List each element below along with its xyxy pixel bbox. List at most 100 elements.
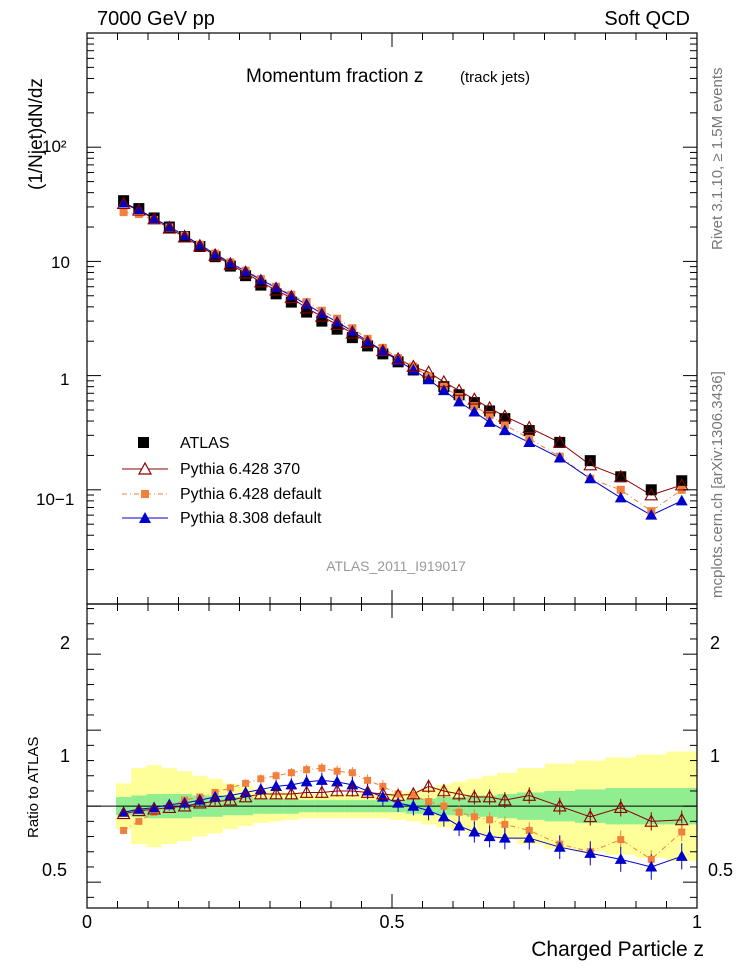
legend: ATLAS Pythia 6.428 370 Pythia 6.428 defa… — [122, 435, 322, 527]
ratio-p6-370-point — [208, 794, 223, 807]
p8-default-point — [437, 384, 450, 396]
p6-370-point — [177, 230, 192, 243]
ratio-p6-default-point — [470, 813, 478, 821]
ratio-p6-370-point — [552, 799, 567, 812]
legend-marker-p6-370 — [137, 461, 153, 475]
ratio-p8-default-point — [483, 830, 496, 842]
ratio-p6-370-point — [330, 783, 345, 797]
ratio-p6-default-point — [364, 776, 372, 784]
p6-370-point — [360, 335, 375, 348]
ratio-p6-370-point — [375, 786, 390, 800]
ratio-p6-370-point — [583, 809, 598, 823]
ratio-y-axis-label: Ratio to ATLAS — [25, 737, 42, 838]
p6-370-point — [238, 265, 253, 279]
main-y-tick-label-2: 10 — [51, 253, 70, 272]
p6-370-point — [613, 469, 628, 483]
ratio-plot-area — [87, 751, 697, 880]
p6-370-point — [299, 300, 314, 314]
p6-370-point — [452, 383, 467, 396]
ratio-p8-default-point — [315, 774, 328, 785]
main-y-axis-label: (1/Njet)dN/dz — [26, 78, 47, 190]
atlas-point — [554, 436, 566, 448]
p6-370-point — [269, 283, 284, 296]
ratio-y-tick-label-left-1: 1 — [60, 746, 70, 766]
p6-default-point — [485, 411, 494, 420]
p6-370-point — [406, 359, 421, 372]
ratio-p6-default-point — [303, 766, 311, 774]
p6-370-point — [644, 487, 659, 501]
p6-370-point — [284, 290, 299, 304]
ratio-p8-default-point — [422, 804, 435, 816]
p8-default-point — [392, 354, 405, 366]
ratio-p6-default-point — [440, 802, 448, 810]
ratio-p8-default-point — [453, 819, 466, 831]
ratio-p8-default-point — [584, 847, 597, 858]
p8-default-point — [584, 472, 597, 484]
p8-default-point — [675, 494, 688, 506]
legend-marker-atlas — [138, 437, 149, 448]
p8-default-point — [483, 416, 496, 427]
x-axis-label: Charged Particle z — [531, 938, 704, 961]
main-subtitle: (track jets) — [460, 69, 530, 86]
atlas-point — [584, 455, 596, 467]
process-label: Soft QCD — [604, 8, 690, 30]
ratio-p6-370-point — [421, 779, 436, 792]
legend-label-p6-370: Pythia 6.428 370 — [180, 461, 300, 478]
ratio-x-ticks — [86, 604, 698, 908]
atlas-point — [270, 288, 282, 300]
ratio-p6-370-point — [238, 789, 253, 803]
x-tick-label-2: 1 — [692, 912, 702, 932]
atlas-point — [301, 306, 313, 318]
ratio-p8-default-point — [523, 831, 536, 843]
p6-370-point — [192, 239, 207, 252]
ratio-p6-370-point — [269, 786, 284, 800]
ratio-p8-default-point — [407, 800, 420, 811]
main-plot-area — [116, 195, 689, 520]
ratio-p6-370-point — [299, 785, 314, 798]
ratio-y-tick-label-left-2: 2 — [60, 633, 70, 653]
atlas-point — [499, 413, 511, 425]
ratio-p6-370-point — [223, 792, 238, 806]
atlas-point — [484, 405, 496, 417]
ratio-p6-370-point — [116, 806, 131, 820]
ratio-p6-370-point — [644, 814, 659, 827]
ratio-y-tick-label-left-0: 0.5 — [42, 860, 67, 880]
ratio-p6-default-point — [486, 816, 494, 824]
x-tick-label-0: 0 — [82, 912, 92, 932]
ratio-p6-370-point — [360, 785, 375, 798]
p6-default-point — [616, 485, 625, 494]
ratio-p6-default-point — [257, 775, 265, 783]
p8-default-point — [553, 451, 566, 463]
ratio-p6-370-point — [177, 799, 192, 812]
ratio-p6-370-point — [467, 789, 482, 803]
main-y-tick-label-0: 10−1 — [36, 490, 74, 509]
ratio-p6-370-point — [314, 785, 329, 798]
ratio-p6-default-point — [318, 764, 326, 772]
analysis-id: ATLAS_2011_I919017 — [326, 558, 466, 574]
legend-marker-p6-default — [141, 490, 149, 498]
x-tick-label-1: 0.5 — [379, 912, 404, 932]
main-x-ticks — [86, 33, 698, 604]
ratio-p6-370-point — [131, 803, 146, 817]
atlas-point — [615, 471, 627, 483]
p6-370-point — [223, 257, 238, 270]
p6-default-point — [134, 210, 143, 219]
p6-370-point — [497, 409, 512, 422]
ratio-p6-370-point — [482, 789, 497, 803]
ratio-p6-default-point — [409, 792, 417, 800]
p6-370-point — [375, 343, 390, 357]
ratio-p6-default-point — [394, 790, 402, 798]
ratio-y-tick-label-right-1: 1 — [710, 746, 720, 766]
ratio-p8-default-point — [270, 780, 283, 791]
atlas-point — [255, 279, 267, 291]
ratio-p6-370-point — [284, 786, 299, 800]
main-panel: Momentum fraction z (track jets) (1/Njet… — [26, 32, 698, 605]
p6-370-point — [208, 248, 223, 261]
ratio-p6-default-point — [647, 855, 655, 863]
p6-370-point — [116, 196, 131, 210]
p6-370-point — [467, 392, 482, 405]
p6-370-point — [482, 400, 497, 414]
p6-370-point — [421, 365, 436, 378]
ratio-p8-default-point — [468, 825, 481, 837]
p8-default-point — [645, 509, 658, 520]
